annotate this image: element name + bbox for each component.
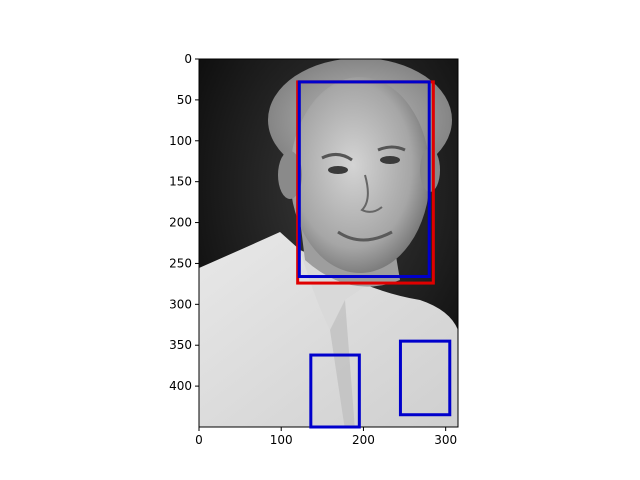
bounding-boxes (296, 80, 452, 429)
y-tick-label: 50 (177, 93, 192, 107)
x-axis: 0 100 200 300 (195, 427, 457, 447)
x-tick-label: 0 (195, 433, 203, 447)
y-tick-label: 0 (184, 52, 192, 66)
bounding-box-2 (309, 353, 361, 429)
bounding-box-3 (398, 339, 452, 417)
y-tick-label: 350 (169, 338, 192, 352)
bounding-box-1 (297, 80, 431, 279)
y-axis: 0 50 100 150 200 250 300 350 400 (169, 52, 199, 393)
y-tick-label: 400 (169, 379, 192, 393)
x-tick-label: 100 (270, 433, 293, 447)
x-tick-label: 200 (352, 433, 375, 447)
y-tick-label: 200 (169, 216, 192, 230)
y-tick-label: 300 (169, 297, 192, 311)
y-tick-label: 250 (169, 256, 192, 270)
grayscale-photo (199, 59, 458, 427)
y-tick-label: 100 (169, 134, 192, 148)
x-tick-label: 300 (434, 433, 457, 447)
y-tick-label: 150 (169, 175, 192, 189)
